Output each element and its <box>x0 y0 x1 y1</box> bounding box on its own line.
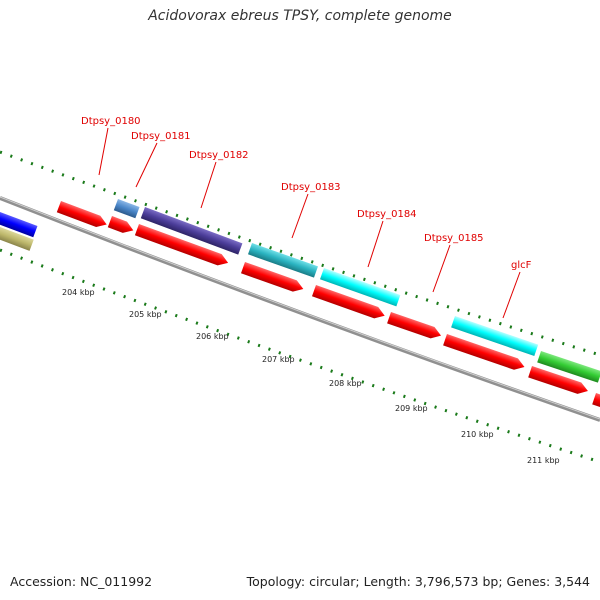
cds-dtpsy-0185 <box>387 312 442 339</box>
feature-dtpsy-0181-upper <box>113 199 140 219</box>
genome-backbone-highlight <box>0 196 600 420</box>
feature-dtpsy-0182 <box>140 207 243 255</box>
label-leader-lines <box>98 127 521 319</box>
cds-glcf <box>443 334 525 370</box>
cds-next <box>528 366 588 394</box>
cds-dtpsy-0181 <box>107 216 134 233</box>
gene-label-dtpsy-0180: Dtpsy_0180 <box>81 116 141 127</box>
feature-glcf <box>451 316 539 356</box>
gene-label-glcf: glcF <box>511 260 532 271</box>
topology-text: Topology: circular; Length: 3,796,573 bp… <box>246 574 590 589</box>
gene-label-dtpsy-0184: Dtpsy_0184 <box>357 209 417 220</box>
outer-tick-track <box>0 150 600 357</box>
feature-blue <box>0 208 38 238</box>
cds-edge <box>592 393 600 409</box>
genome-backbone <box>0 196 600 422</box>
gene-label-dtpsy-0182: Dtpsy_0182 <box>189 150 249 161</box>
cds-dtpsy-0183 <box>240 262 304 292</box>
scale-label-207: 207 kbp <box>262 355 295 364</box>
scale-label-210: 210 kbp <box>461 430 494 439</box>
gene-label-dtpsy-0183: Dtpsy_0183 <box>281 182 341 193</box>
genome-title: Acidovorax ebreus TPSY, complete genome <box>148 8 452 24</box>
cds-dtpsy-0184 <box>311 285 385 319</box>
scale-label-206: 206 kbp <box>196 332 229 341</box>
feature-dtpsy-0183 <box>247 243 318 278</box>
gene-label-dtpsy-0181: Dtpsy_0181 <box>131 131 191 142</box>
cds-dtpsy-0182 <box>134 224 229 266</box>
accession-text: Accession: NC_011992 <box>10 574 153 589</box>
gene-label-dtpsy-0185: Dtpsy_0185 <box>424 233 484 244</box>
cds-dtpsy-0180 <box>56 201 107 227</box>
feature-green <box>537 351 600 383</box>
feature-khaki <box>0 223 34 251</box>
scale-label-209: 209 kbp <box>395 404 428 413</box>
scale-label-205: 205 kbp <box>129 310 162 319</box>
feature-dtpsy-0184 <box>319 268 401 307</box>
scale-tick-track <box>0 248 600 464</box>
scale-label-211: 211 kbp <box>527 456 560 465</box>
scale-label-204: 204 kbp <box>62 288 95 297</box>
scale-label-208: 208 kbp <box>329 379 362 388</box>
